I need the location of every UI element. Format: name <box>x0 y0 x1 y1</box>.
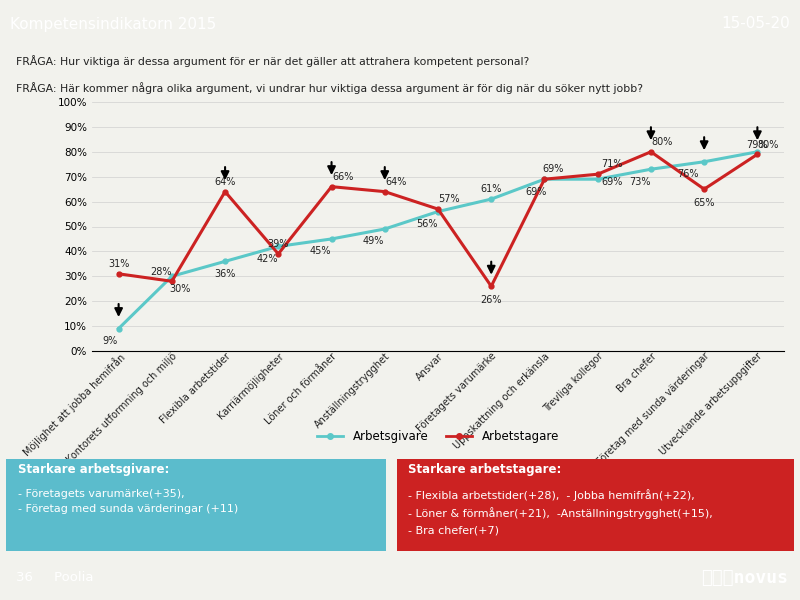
FancyBboxPatch shape <box>6 459 386 551</box>
Text: 64%: 64% <box>385 177 406 187</box>
Legend: Arbetsgivare, Arbetstagare: Arbetsgivare, Arbetstagare <box>313 425 563 448</box>
Text: Företag med sunda värderingar: Företag med sunda värderingar <box>595 351 711 467</box>
Text: - Flexibla arbetstider(+28),  - Jobba hemifrån(+22),
- Löner & förmåner(+21),  -: - Flexibla arbetstider(+28), - Jobba hem… <box>408 488 713 535</box>
Text: ⋮⋮⋮novus: ⋮⋮⋮novus <box>701 569 788 587</box>
Text: 49%: 49% <box>363 236 384 247</box>
Text: Trevliga kollegor: Trevliga kollegor <box>542 351 605 414</box>
Text: 69%: 69% <box>526 187 547 197</box>
Text: Utvecklande arbetsuppgifter: Utvecklande arbetsuppgifter <box>658 351 765 457</box>
Text: Anställningstrygghet: Anställningstrygghet <box>313 351 392 430</box>
Text: 79%: 79% <box>746 140 768 149</box>
Text: 42%: 42% <box>257 254 278 264</box>
Text: 36     Poolia: 36 Poolia <box>16 571 94 584</box>
Text: 61%: 61% <box>481 184 502 194</box>
Text: 64%: 64% <box>214 177 236 187</box>
Text: Karriärmöjligheter: Karriärmöjligheter <box>216 351 286 421</box>
Text: 73%: 73% <box>629 177 650 187</box>
Text: 31%: 31% <box>108 259 130 269</box>
Text: Bra chefer: Bra chefer <box>615 351 658 394</box>
Text: 57%: 57% <box>438 194 460 205</box>
FancyBboxPatch shape <box>397 459 794 551</box>
Text: 56%: 56% <box>416 219 438 229</box>
Text: 69%: 69% <box>601 177 622 187</box>
Text: 26%: 26% <box>481 295 502 305</box>
Text: 80%: 80% <box>651 137 673 147</box>
Text: Kontorets utformning och miljö: Kontorets utformning och miljö <box>65 351 179 465</box>
Text: Företagets varumärke: Företagets varumärke <box>415 351 498 434</box>
Text: 65%: 65% <box>694 198 715 208</box>
Text: 71%: 71% <box>601 160 622 169</box>
Text: Starkare arbetsgivare:: Starkare arbetsgivare: <box>18 463 169 476</box>
Text: 69%: 69% <box>542 164 563 175</box>
Text: Starkare arbetstagare:: Starkare arbetstagare: <box>408 463 562 476</box>
Text: Löner och förmåner: Löner och förmåner <box>263 351 338 426</box>
Text: 80%: 80% <box>758 140 779 150</box>
Text: 45%: 45% <box>310 247 331 256</box>
Text: Möjlighet att jobba hemifrån: Möjlighet att jobba hemifrån <box>20 351 127 458</box>
Text: 66%: 66% <box>332 172 354 182</box>
Text: 30%: 30% <box>170 284 191 294</box>
Text: 9%: 9% <box>102 336 118 346</box>
Text: FRÅGA: Hur viktiga är dessa argument för er när det gäller att attrahera kompete: FRÅGA: Hur viktiga är dessa argument för… <box>16 55 529 67</box>
Text: FRÅGA: Här kommer några olika argument, vi undrar hur viktiga dessa argument är : FRÅGA: Här kommer några olika argument, … <box>16 82 643 94</box>
Text: - Företagets varumärke(+35),
- Företag med sunda värderingar (+11): - Företagets varumärke(+35), - Företag m… <box>18 488 238 514</box>
Text: Ansvar: Ansvar <box>414 351 445 382</box>
Text: 36%: 36% <box>214 269 236 279</box>
Text: Kompetensindikatorn 2015: Kompetensindikatorn 2015 <box>10 16 216 31</box>
Text: 15-05-20: 15-05-20 <box>722 16 790 31</box>
Text: Uppskattning och erkänsla: Uppskattning och erkänsla <box>452 351 551 451</box>
Text: 28%: 28% <box>150 266 171 277</box>
Text: 39%: 39% <box>268 239 289 249</box>
Text: 76%: 76% <box>677 169 698 179</box>
Text: Flexibla arbetstider: Flexibla arbetstider <box>158 351 232 425</box>
